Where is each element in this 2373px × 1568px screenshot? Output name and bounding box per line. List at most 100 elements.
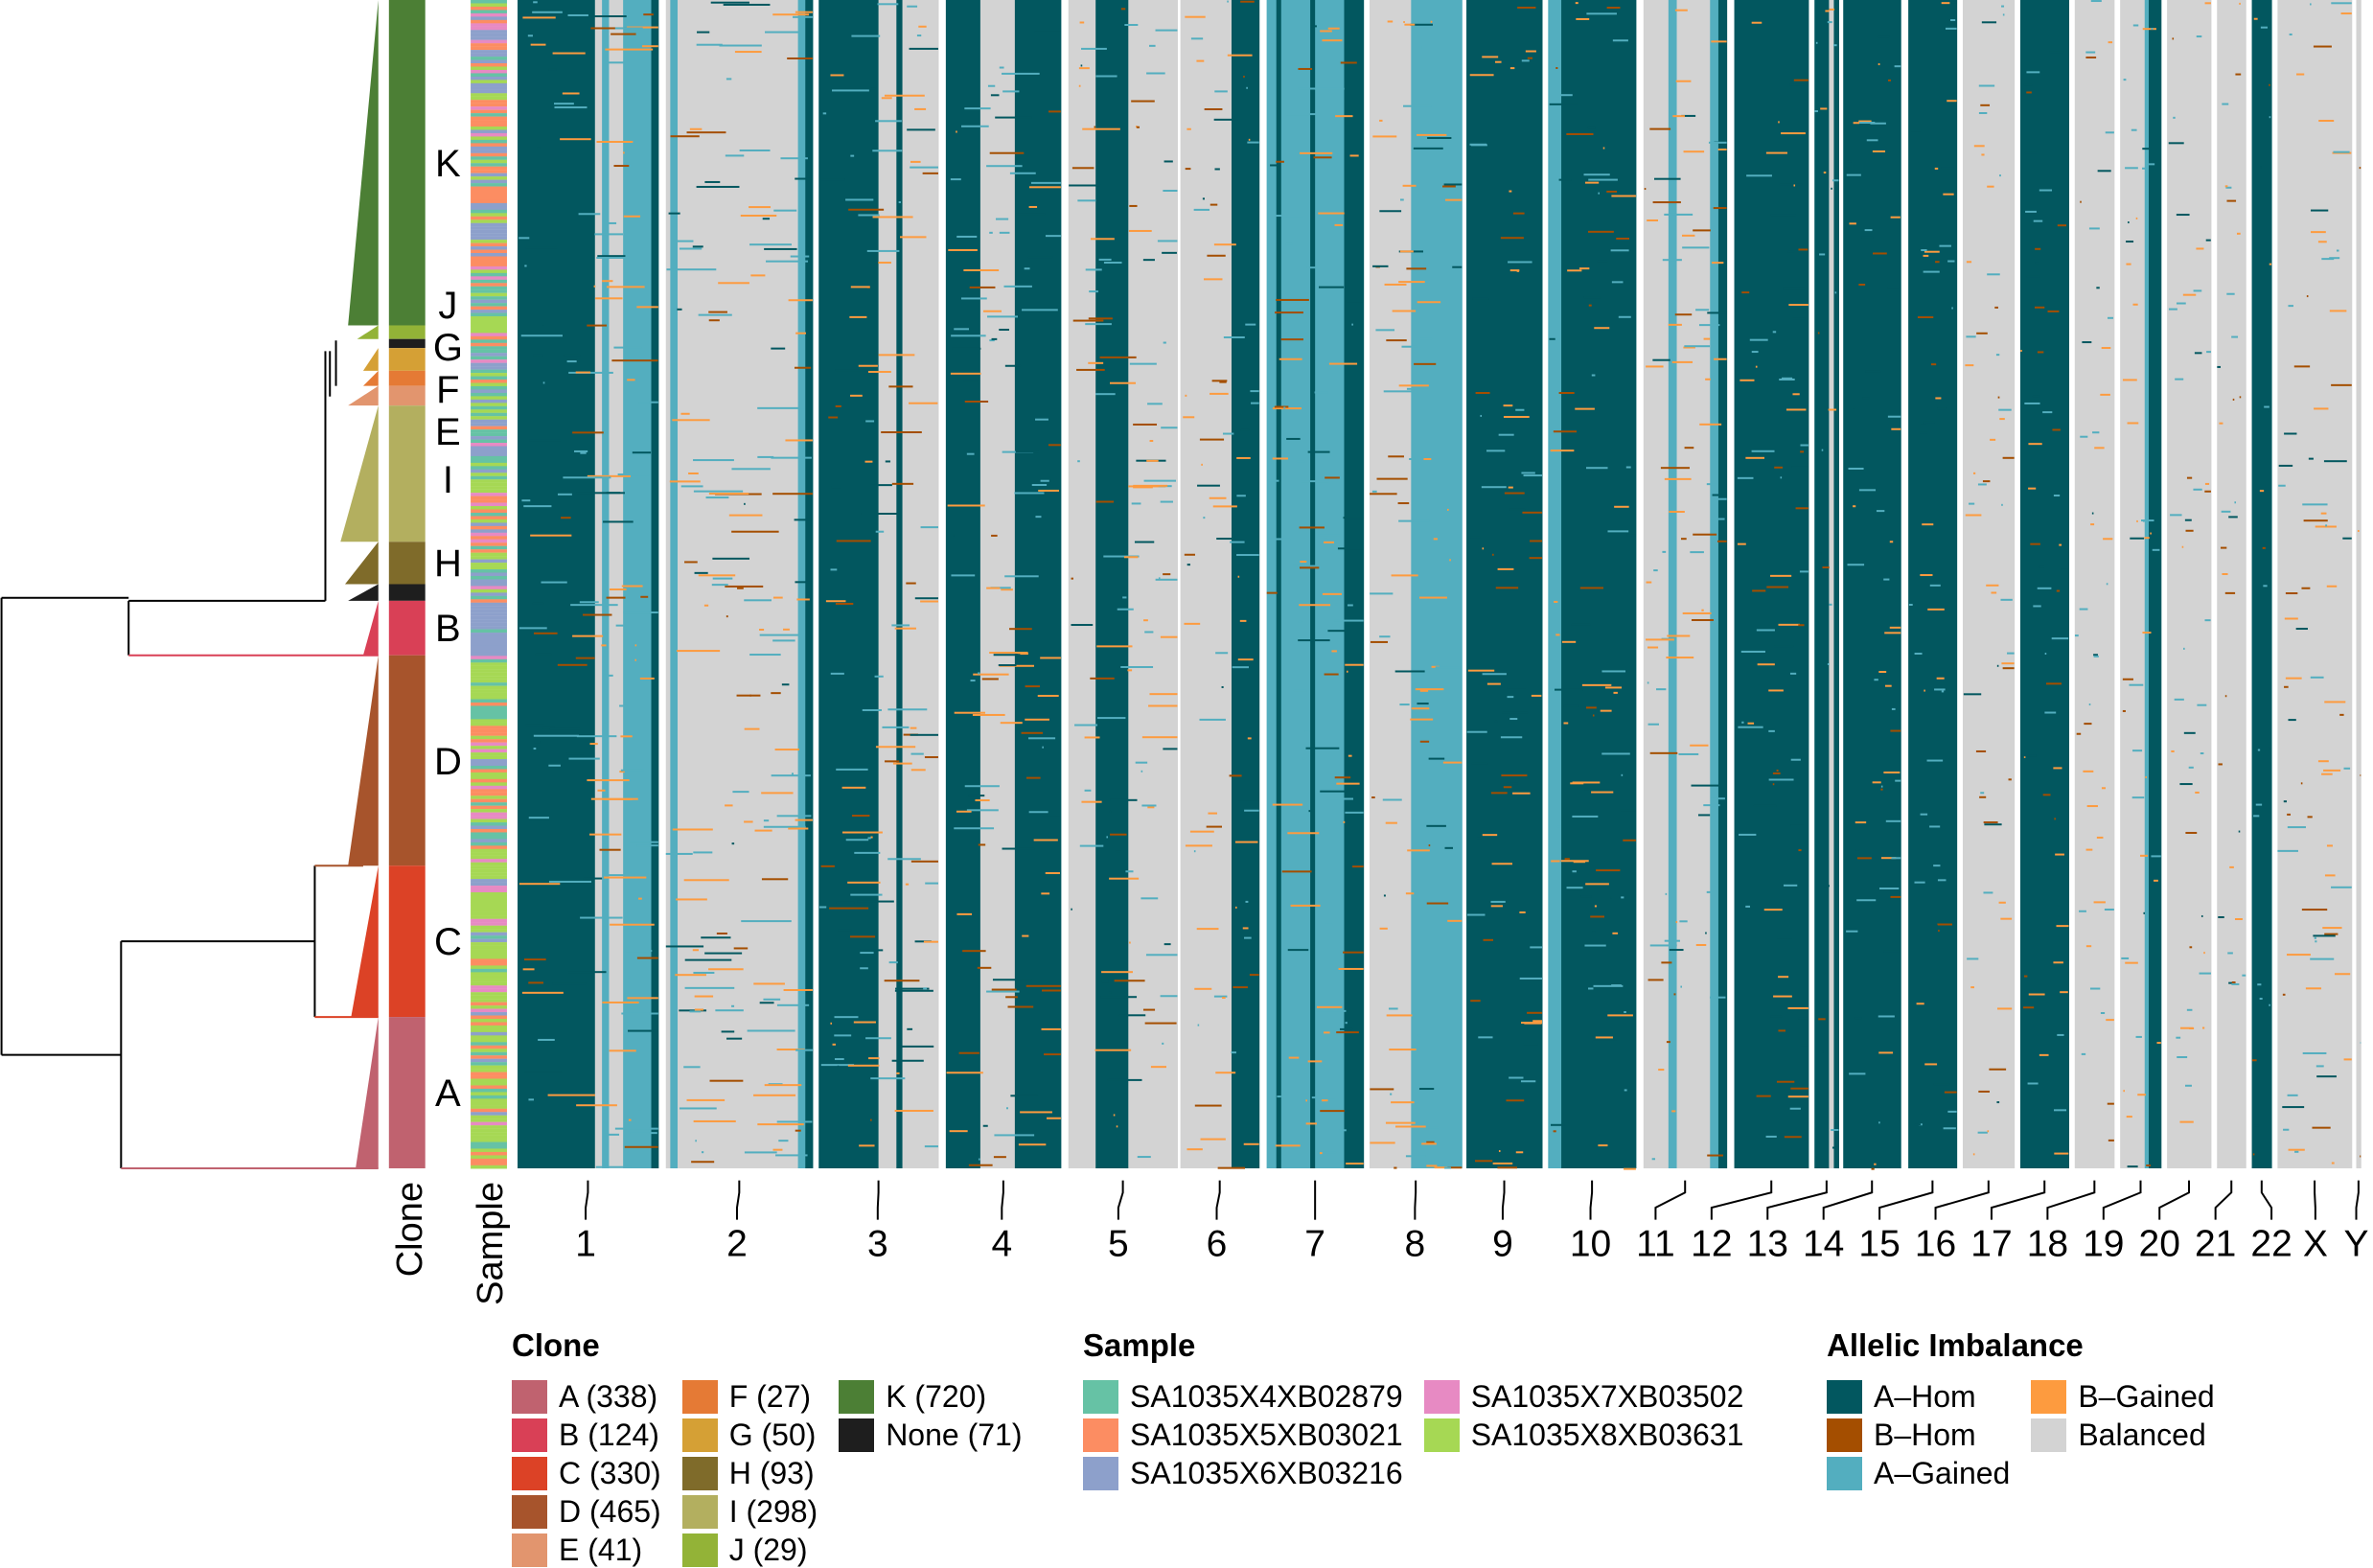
heatmap-cell bbox=[2259, 490, 2265, 493]
heatmap-cell bbox=[1927, 608, 1945, 611]
legend-item: C (330) bbox=[512, 1456, 661, 1490]
heatmap-cell bbox=[1690, 744, 1709, 747]
sample-bar-stripe bbox=[471, 805, 507, 810]
heatmap-cell bbox=[1819, 253, 1826, 256]
heatmap-cell bbox=[2104, 909, 2114, 911]
heatmap-cell bbox=[831, 486, 841, 489]
heatmap-cell bbox=[672, 419, 710, 422]
heatmap-cell bbox=[2184, 1084, 2192, 1087]
sample-bar-stripe bbox=[471, 875, 507, 880]
heatmap-cell bbox=[1800, 1044, 1809, 1047]
heatmap-cell bbox=[1427, 137, 1452, 140]
heatmap-cell bbox=[1118, 1014, 1146, 1017]
chromosome-label: 5 bbox=[1108, 1224, 1129, 1265]
heatmap-cell bbox=[776, 1049, 805, 1051]
heatmap-cell bbox=[1606, 190, 1618, 193]
sample-bar-stripe bbox=[471, 272, 507, 277]
legend-item: E (41) bbox=[512, 1533, 661, 1567]
heatmap-cell bbox=[2329, 310, 2347, 312]
heatmap-cell bbox=[1146, 459, 1159, 462]
heatmap-cell bbox=[2142, 167, 2146, 170]
sample-bar-stripe bbox=[471, 127, 507, 130]
heatmap-cell bbox=[2044, 711, 2057, 714]
heatmap-cell bbox=[2023, 755, 2026, 758]
heatmap-cell bbox=[521, 991, 564, 994]
heatmap-cell bbox=[916, 35, 922, 37]
heatmap-cell bbox=[1009, 628, 1032, 631]
heatmap-cell bbox=[1598, 192, 1601, 195]
sample-bar-stripe bbox=[471, 136, 507, 141]
heatmap-cell bbox=[1345, 663, 1364, 666]
heatmap-cell bbox=[830, 74, 844, 77]
heatmap-cell bbox=[1334, 619, 1364, 622]
heatmap-cell bbox=[1079, 844, 1104, 847]
heatmap-cell bbox=[1320, 1110, 1345, 1113]
heatmap-cell bbox=[2329, 257, 2340, 260]
sample-bar-stripe bbox=[471, 645, 507, 650]
chromosome-label: 20 bbox=[2139, 1224, 2180, 1265]
sample-bar-stripe bbox=[471, 452, 507, 457]
heatmap-cell bbox=[1494, 720, 1498, 723]
heatmap-cell bbox=[1184, 622, 1201, 625]
sample-bar-stripe bbox=[471, 183, 507, 187]
heatmap-cell bbox=[1509, 718, 1518, 721]
heatmap-cell bbox=[1520, 1080, 1536, 1083]
heatmap-cell bbox=[866, 249, 900, 252]
heatmap-cell bbox=[2126, 263, 2131, 265]
heatmap-cell bbox=[1025, 718, 1049, 721]
heatmap-cell bbox=[2239, 2, 2241, 5]
heatmap-cell bbox=[725, 154, 745, 157]
heatmap-cell bbox=[2128, 221, 2130, 224]
sample-bar-stripe bbox=[471, 10, 507, 14]
sample-bar-stripe bbox=[471, 123, 507, 127]
heatmap-cell bbox=[2260, 26, 2269, 29]
heatmap-cell bbox=[1444, 1166, 1451, 1169]
heatmap-cell bbox=[858, 364, 878, 367]
sample-bar-stripe bbox=[471, 999, 507, 1003]
heatmap-cell bbox=[1203, 517, 1206, 519]
heatmap-cell bbox=[2175, 378, 2184, 380]
heatmap-cell bbox=[1088, 317, 1113, 320]
heatmap-cell bbox=[795, 1049, 813, 1051]
heatmap-cell bbox=[1410, 23, 1433, 26]
sample-bar-stripe bbox=[471, 296, 507, 300]
sample-bar-stripe bbox=[471, 929, 507, 933]
heatmap-cell bbox=[518, 883, 561, 886]
heatmap-cell bbox=[1131, 502, 1141, 505]
heatmap-cell bbox=[1443, 183, 1463, 186]
chromosome-tick bbox=[1001, 1180, 1004, 1220]
sample-bar-stripe bbox=[471, 229, 507, 234]
heatmap-cell bbox=[1275, 1144, 1301, 1147]
heatmap-cell bbox=[2310, 676, 2324, 679]
heatmap-cell bbox=[2140, 854, 2149, 857]
heatmap-cell bbox=[1405, 892, 1415, 895]
heatmap-cell bbox=[1490, 900, 1506, 903]
heatmap-cell bbox=[905, 883, 910, 886]
heatmap-cell bbox=[2120, 0, 2146, 1168]
heatmap-cell bbox=[838, 929, 852, 932]
chromosome-label: 4 bbox=[991, 1224, 1012, 1265]
heatmap-cell bbox=[668, 212, 680, 215]
heatmap-cell bbox=[1549, 103, 1578, 105]
heatmap-cell bbox=[1335, 115, 1353, 118]
heatmap-cell bbox=[525, 246, 558, 249]
sample-bar-stripe bbox=[471, 868, 507, 873]
heatmap-cell bbox=[1827, 21, 1832, 24]
heatmap-cell bbox=[859, 1144, 875, 1147]
heatmap-cell bbox=[1482, 673, 1507, 676]
heatmap-cell bbox=[995, 116, 1032, 119]
heatmap-cell bbox=[1788, 304, 1809, 307]
heatmap-cell bbox=[2314, 936, 2316, 939]
heatmap-cell bbox=[1571, 623, 1591, 626]
heatmap-cell bbox=[1672, 115, 1685, 118]
heatmap-cell bbox=[788, 299, 813, 302]
heatmap-cell bbox=[1865, 370, 1881, 373]
heatmap-cell bbox=[580, 916, 623, 919]
heatmap-cell bbox=[2269, 1003, 2270, 1006]
heatmap-cell bbox=[2125, 961, 2138, 964]
heatmap-cell bbox=[1503, 415, 1530, 418]
heatmap-cell bbox=[2205, 239, 2211, 242]
chromosome-tick bbox=[2158, 1180, 2191, 1220]
heatmap-cell bbox=[1486, 450, 1506, 452]
heatmap-cell bbox=[1853, 406, 1856, 409]
